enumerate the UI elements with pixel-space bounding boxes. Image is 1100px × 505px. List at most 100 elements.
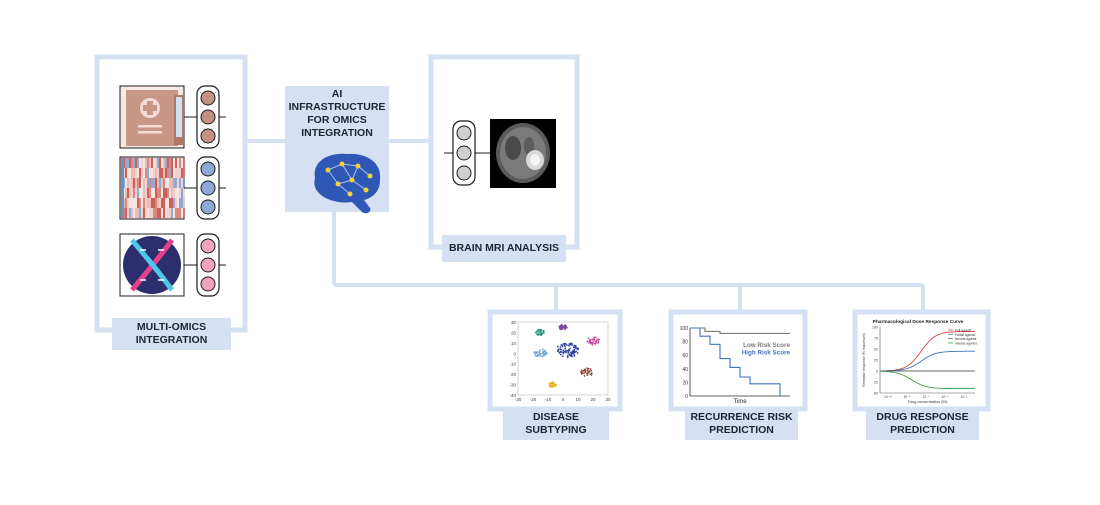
heatmap-cell	[171, 178, 173, 188]
heatmap-cell	[137, 158, 139, 168]
heatmap-cell	[125, 178, 127, 188]
scatter-point	[560, 328, 563, 331]
heatmap-cell	[161, 208, 163, 218]
heatmap-cell	[129, 208, 131, 218]
scatter-point	[580, 371, 583, 373]
scatter-point	[534, 354, 537, 357]
heatmap-cell	[179, 178, 181, 188]
heatmap-cell	[137, 208, 139, 218]
heatmap-cell	[149, 178, 151, 188]
heatmap-cell	[147, 198, 149, 208]
scatter-point	[562, 349, 565, 352]
heatmap-cell	[173, 178, 175, 188]
scatter-point	[577, 347, 580, 350]
heatmap-cell	[137, 188, 139, 198]
heatmap-cell	[179, 168, 181, 178]
heatmap-cell	[131, 168, 133, 178]
brain-mri-label: BRAIN MRI ANALYSIS	[442, 235, 566, 262]
ai-brain-icon	[314, 153, 381, 214]
heatmap-cell	[151, 168, 153, 178]
scatter-point	[593, 342, 596, 345]
x-tick-label: -30	[515, 397, 522, 402]
brain-mri-label-text: BRAIN MRI ANALYSIS	[448, 242, 560, 254]
scatter-point	[559, 353, 562, 356]
heatmap-cell	[149, 168, 151, 178]
heatmap-cell	[137, 198, 139, 208]
heatmap-cell	[157, 188, 159, 198]
scatter-point	[549, 382, 552, 385]
scatter-point	[564, 347, 567, 350]
scatter-point	[593, 336, 596, 339]
disease-subtyping-label-line: DISEASE	[532, 411, 580, 423]
heatmap-cell	[177, 168, 179, 178]
heatmap-cell	[181, 188, 183, 198]
heatmap-cell	[169, 178, 171, 188]
scatter-point	[571, 350, 574, 353]
scatter-point	[564, 324, 567, 327]
scatter-point	[552, 383, 555, 386]
hub-title-line: FOR OMICS	[307, 114, 367, 126]
scatter-point	[542, 351, 545, 354]
scatter-point	[534, 352, 536, 355]
heatmap-cell	[161, 188, 163, 198]
scatter-point	[566, 356, 569, 359]
heatmap-cell	[175, 158, 177, 168]
heatmap-cell	[141, 198, 143, 208]
heatmap-cell	[165, 158, 167, 168]
y-tick-label: -50	[873, 392, 878, 396]
scatter-point	[536, 330, 539, 333]
y-tick-label: 10	[511, 341, 517, 346]
recurrence-label-line: RECURRENCE RISK	[690, 411, 793, 423]
heatmap-cell	[173, 208, 175, 218]
heatmap-cell	[157, 158, 159, 168]
heatmap-cell	[169, 198, 171, 208]
heatmap-cell	[155, 178, 157, 188]
scatter-point	[586, 340, 589, 343]
heatmap-cell	[181, 178, 183, 188]
heatmap-cell	[135, 168, 137, 178]
heatmap-cell	[167, 178, 169, 188]
legend-label: Low Risk Score	[743, 342, 790, 349]
multi-omics-label: MULTI-OMICS INTEGRATION	[112, 318, 231, 350]
heatmap-cell	[147, 168, 149, 178]
heatmap-cell	[135, 198, 137, 208]
heatmap-cell	[167, 198, 169, 208]
y-tick-label: 25	[874, 359, 878, 363]
heatmap-cell	[171, 188, 173, 198]
heatmap-cell	[141, 178, 143, 188]
heatmap-cell	[139, 168, 141, 178]
heatmap-cell	[177, 198, 179, 208]
heatmap-cell	[135, 178, 137, 188]
scatter-point	[565, 351, 567, 354]
scatter-point	[562, 352, 565, 355]
heatmap-cell	[181, 208, 183, 218]
y-tick-label: -40	[509, 393, 516, 398]
heatmap-cell	[183, 208, 185, 218]
scatter-point	[587, 371, 590, 374]
recurrence-label: RECURRENCE RISK PREDICTION	[685, 408, 798, 440]
heatmap-cell	[163, 208, 165, 218]
scatter-point	[587, 337, 590, 340]
y-tick-label: 80	[682, 340, 688, 346]
heatmap-cell	[169, 158, 171, 168]
x-tick-label: 30	[605, 397, 611, 402]
scatter-point	[541, 333, 544, 335]
heatmap-cell	[161, 158, 163, 168]
heatmap-cell	[125, 188, 127, 198]
heatmap-cell	[157, 208, 159, 218]
heatmap-cell	[159, 168, 161, 178]
heatmap-cell	[167, 158, 169, 168]
scatter-point	[542, 330, 545, 333]
heatmap-cell	[153, 198, 155, 208]
scatter-point	[588, 370, 591, 373]
heatmap-cell	[127, 198, 129, 208]
heatmap-cell	[173, 158, 175, 168]
heatmap-cell	[163, 158, 165, 168]
heatmap-cell	[163, 178, 165, 188]
legend-label: Inverse agonist	[955, 341, 977, 345]
scatter-point	[597, 341, 600, 344]
heatmap-cell	[155, 168, 157, 178]
scatter-point	[568, 353, 571, 355]
y-tick-label: -30	[509, 383, 516, 388]
